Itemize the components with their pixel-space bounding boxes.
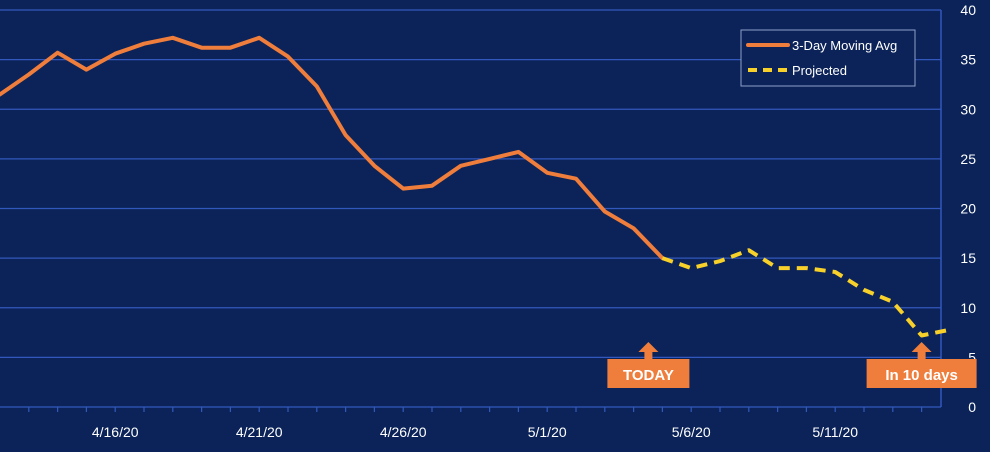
annotation-in-10-days: In 10 days [866,342,977,388]
x-axis: 4/16/20 4/21/20 4/26/20 5/1/20 5/6/20 5/11/20 [28,407,923,440]
y-tick-label: 0 [968,399,976,415]
legend-label: Projected [792,63,847,78]
x-tick-label: 4/21/20 [236,424,283,440]
annotation-label: TODAY [623,367,674,384]
legend: 3-Day Moving Avg Projected [740,29,916,87]
y-tick-label: 40 [960,2,976,18]
y-tick-label: 10 [960,300,976,316]
annotation-box [866,359,977,388]
y-tick-label: 35 [960,52,976,68]
x-tick-label: 4/26/20 [380,424,427,440]
y-tick-label: 15 [960,250,976,266]
legend-box [740,29,916,87]
x-tick-label: 5/1/20 [528,424,567,440]
x-tick-label: 5/11/20 [812,424,858,440]
y-tick-label: 5 [968,349,976,365]
y-tick-label: 25 [960,151,976,167]
y-tick-label: 20 [960,201,976,217]
annotation-today: TODAY [607,342,690,388]
x-tick-label: 4/16/20 [92,424,139,440]
legend-label: 3-Day Moving Avg [792,38,897,53]
x-tick-label: 5/6/20 [672,424,711,440]
y-axis: 0 5 10 15 20 25 30 35 40 [960,2,976,415]
series-line-moving-avg [0,35,665,261]
series-line-projected [661,248,951,338]
annotation-label: In 10 days [885,367,958,384]
gridlines [0,9,941,408]
y-tick-label: 30 [960,101,976,117]
arrow-up-icon [638,342,659,359]
arrow-up-icon [911,342,932,359]
annotation-box [607,359,690,388]
